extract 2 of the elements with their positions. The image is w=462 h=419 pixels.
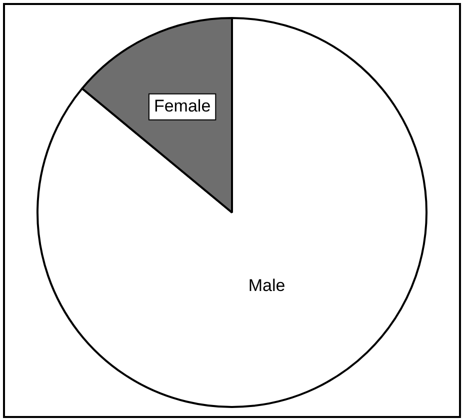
slice-label: Female bbox=[154, 96, 211, 116]
slice-label: Male bbox=[248, 276, 286, 296]
